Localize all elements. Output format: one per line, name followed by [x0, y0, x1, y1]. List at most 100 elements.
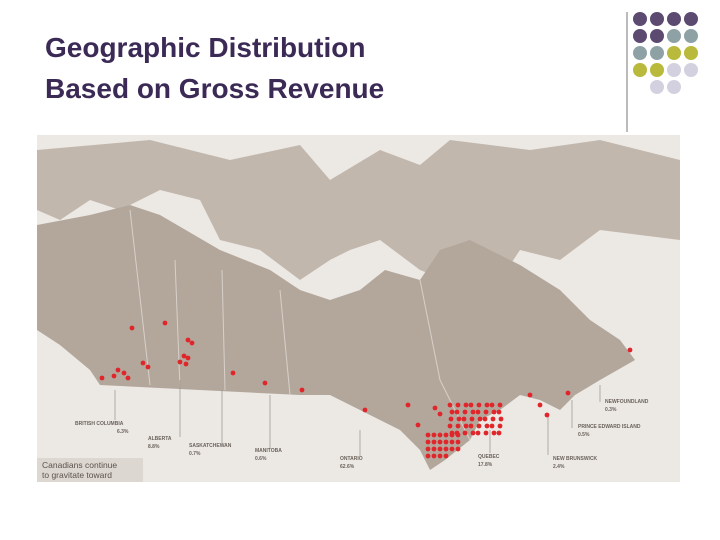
- deco-dot: [684, 46, 698, 60]
- location-dot: [475, 409, 481, 415]
- location-dot: [462, 409, 468, 415]
- location-dot: [449, 409, 455, 415]
- deco-dot: [667, 80, 681, 94]
- deco-dot: [633, 63, 647, 77]
- region-share: 6.3%: [117, 429, 129, 435]
- region-share: 0.7%: [189, 451, 201, 457]
- region-name: NEW BRUNSWICK: [553, 456, 598, 462]
- location-dot: [111, 373, 117, 379]
- location-dot: [483, 409, 489, 415]
- deco-dot: [667, 29, 681, 43]
- hudson-bay: [330, 252, 380, 283]
- location-dot: [496, 430, 502, 436]
- location-dot: [498, 416, 504, 422]
- location-dot: [443, 439, 449, 445]
- location-dot: [140, 360, 146, 366]
- deco-dot: [667, 46, 681, 60]
- location-dot: [125, 375, 131, 381]
- location-dot: [183, 361, 189, 367]
- location-dot: [447, 402, 453, 408]
- location-dot: [431, 446, 437, 452]
- location-dot: [455, 402, 461, 408]
- region-name: BRITISH COLUMBIA: [75, 421, 124, 427]
- location-dot: [230, 370, 236, 376]
- region-name: PRINCE EDWARD ISLAND: [578, 424, 641, 430]
- location-dot: [496, 409, 502, 415]
- decoration-dots: [633, 12, 698, 94]
- location-dot: [415, 422, 421, 428]
- deco-dot: [650, 12, 664, 26]
- deco-dot: [667, 12, 681, 26]
- region-labels: BRITISH COLUMBIA 6.3% ALBERTA 8.8% SASKATCHE…: [75, 399, 649, 470]
- region-name: NEWFOUNDLAND: [605, 399, 649, 405]
- location-dot: [484, 402, 490, 408]
- location-dot: [449, 439, 455, 445]
- location-dot: [437, 446, 443, 452]
- deco-dot: [650, 80, 664, 94]
- region-name: QUEBEC: [478, 454, 500, 460]
- location-dot: [475, 430, 481, 436]
- location-dot: [443, 446, 449, 452]
- location-dot: [463, 423, 469, 429]
- caption-box: [37, 458, 143, 482]
- location-dot: [463, 402, 469, 408]
- location-dot: [491, 430, 497, 436]
- location-dot: [489, 402, 495, 408]
- location-dot: [145, 364, 151, 370]
- location-dot: [469, 416, 475, 422]
- location-dot: [476, 423, 482, 429]
- location-dot: [425, 446, 431, 452]
- location-dot: [425, 453, 431, 459]
- region-name: ALBERTA: [148, 436, 172, 442]
- caption: to gravitate toward: [42, 470, 112, 480]
- location-dot: [431, 453, 437, 459]
- region-share: 8.8%: [148, 444, 160, 450]
- location-dot: [185, 355, 191, 361]
- location-dot: [627, 347, 633, 353]
- location-dot: [437, 439, 443, 445]
- region-share: 2.4%: [553, 464, 565, 470]
- location-dot: [431, 439, 437, 445]
- location-dot: [483, 430, 489, 436]
- location-dot: [544, 412, 550, 418]
- caption: Canadians continue: [42, 460, 117, 470]
- location-dot: [482, 416, 488, 422]
- location-dot: [443, 432, 449, 438]
- deco-dot: [667, 63, 681, 77]
- leader-lines: [114, 380, 601, 456]
- deco-dot: [650, 46, 664, 60]
- location-dot: [537, 402, 543, 408]
- location-dot: [468, 423, 474, 429]
- location-dot: [448, 416, 454, 422]
- location-dot: [425, 439, 431, 445]
- deco-dot: [684, 29, 698, 43]
- title-line: Based on Gross Revenue: [45, 73, 384, 104]
- region-name: ONTARIO: [340, 456, 363, 462]
- location-dot: [455, 446, 461, 452]
- deco-dot: [650, 29, 664, 43]
- deco-dot: [650, 63, 664, 77]
- location-dot: [162, 320, 168, 326]
- location-dots: [99, 320, 633, 459]
- location-dot: [181, 353, 187, 359]
- location-dot: [99, 375, 105, 381]
- location-dot: [462, 430, 468, 436]
- region-share: 0.5%: [578, 432, 590, 438]
- location-dot: [476, 402, 482, 408]
- location-dot: [177, 359, 183, 365]
- deco-dot: [633, 12, 647, 26]
- location-dot: [477, 416, 483, 422]
- location-dot: [470, 409, 476, 415]
- location-dot: [115, 367, 121, 373]
- location-dot: [129, 325, 135, 331]
- location-dot: [432, 405, 438, 411]
- location-dot: [527, 392, 533, 398]
- deco-dot: [684, 12, 698, 26]
- location-dot: [489, 423, 495, 429]
- arctic-land: [37, 140, 680, 290]
- location-dot: [456, 416, 462, 422]
- location-dot: [461, 416, 467, 422]
- location-dot: [497, 402, 503, 408]
